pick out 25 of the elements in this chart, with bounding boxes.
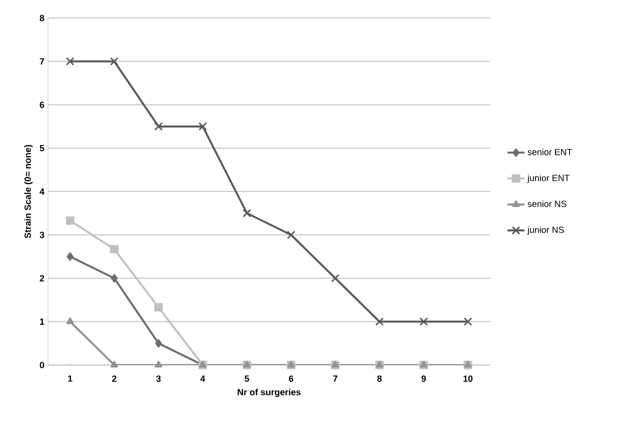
legend-label: junior ENT [527,174,570,183]
x-tick-label: 10 [463,375,473,382]
y-tick-label: 2 [40,275,44,282]
x-tick-label: 3 [156,375,161,382]
x-tick-label: 5 [244,375,250,382]
y-axis-title: Strain Scale (0= none) [24,144,33,238]
x-tick-label: 1 [68,375,72,382]
legend-label: junior NS [527,226,564,235]
x-tick-label: 8 [377,375,382,382]
legend-label: senior ENT [528,148,572,156]
x-tick-label: 9 [422,375,426,382]
y-tick-label: 7 [40,58,44,64]
y-tick-label: 8 [40,14,44,22]
y-tick-label: 5 [40,144,44,152]
y-tick-label: 6 [40,102,44,108]
y-tick-label: 1 [40,318,44,325]
x-axis-title: Nr of surgeries [238,388,301,398]
y-tick-label: 0 [40,362,44,368]
y-tick-label: 3 [40,232,44,238]
y-tick-label: 4 [40,188,44,195]
x-tick-label: 7 [333,375,338,382]
x-tick-label: 4 [200,375,206,382]
legend-label: senior NS [528,200,566,208]
x-tick-label: 6 [288,375,294,382]
x-tick-label: 2 [112,375,116,382]
